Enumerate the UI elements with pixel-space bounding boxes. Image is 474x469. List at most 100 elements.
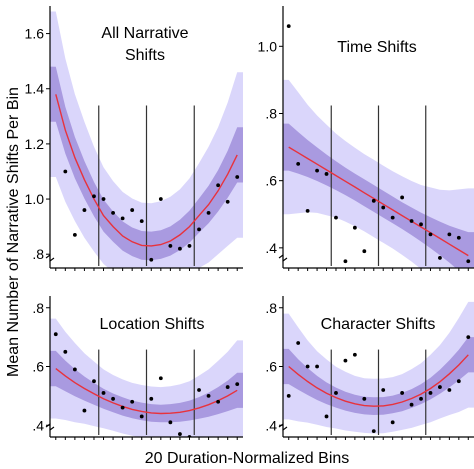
figure-ylabel: Mean Number of Narrative Shifts Per Bin <box>5 87 22 377</box>
panels-layer: .8 1.0 1.2 1.4 1.6 All Narrative Shifts .4 .6 .8 1… <box>25 1 474 440</box>
panel-title: Time Shifts <box>337 39 416 56</box>
fit-line <box>55 94 238 247</box>
data-point <box>120 216 125 221</box>
data-point <box>352 352 357 357</box>
data-point <box>149 257 154 262</box>
data-point <box>158 376 163 381</box>
data-point <box>390 215 395 220</box>
data-point <box>409 402 414 407</box>
data-point <box>197 227 201 232</box>
data-point <box>111 396 115 401</box>
data-point <box>139 219 144 224</box>
data-point <box>158 197 163 201</box>
y-tick-label: 1.0 <box>25 191 45 207</box>
data-point <box>54 1 58 5</box>
data-point <box>82 208 87 212</box>
data-point <box>334 391 338 395</box>
data-point <box>63 349 68 354</box>
data-point <box>305 364 310 369</box>
y-tick-label: .4 <box>265 240 277 256</box>
panel-4: .4 .6 .8 Character Shifts <box>265 296 474 440</box>
y-tick-label: 1.0 <box>258 38 278 54</box>
data-point <box>456 379 461 384</box>
axis-break-mark <box>278 253 288 263</box>
data-point <box>390 420 395 425</box>
data-point <box>466 335 471 340</box>
data-point <box>419 222 423 227</box>
data-point <box>187 244 192 248</box>
panel-title: Location Shifts <box>100 316 205 333</box>
data-point <box>139 414 144 419</box>
data-point <box>178 432 182 436</box>
data-point <box>216 399 221 404</box>
axis-break-mark <box>45 253 55 263</box>
data-point <box>409 219 414 223</box>
data-point <box>101 197 106 201</box>
y-tick-label: .4 <box>32 417 44 433</box>
data-point <box>447 232 452 237</box>
panel-title: Shifts <box>125 47 165 64</box>
plot-area <box>283 24 474 268</box>
data-point <box>428 232 433 237</box>
panel-title: Character Shifts <box>321 316 436 333</box>
data-point <box>428 391 433 395</box>
data-point <box>438 256 442 260</box>
data-point <box>352 225 357 230</box>
data-point <box>371 429 376 434</box>
data-point <box>72 367 77 372</box>
data-point <box>206 393 211 398</box>
data-point <box>197 388 201 392</box>
data-point <box>400 391 405 395</box>
data-point <box>235 175 240 179</box>
data-point <box>315 168 319 173</box>
fit-line <box>55 368 238 415</box>
data-point <box>324 172 329 176</box>
data-point <box>286 24 291 29</box>
data-point <box>53 332 58 337</box>
data-point <box>456 235 461 240</box>
data-point <box>324 414 329 419</box>
y-tick-label: 1.4 <box>25 81 45 97</box>
y-tick-label: .6 <box>265 359 277 375</box>
data-point <box>419 396 423 401</box>
data-point <box>447 388 452 392</box>
data-point <box>63 169 68 174</box>
data-point <box>101 391 106 395</box>
data-point <box>225 385 230 389</box>
data-point <box>120 405 125 410</box>
fit-line <box>288 146 469 257</box>
data-point <box>381 205 386 210</box>
data-point <box>168 244 173 248</box>
data-point <box>72 233 77 237</box>
plot-area <box>283 301 474 435</box>
y-tick-label: .6 <box>32 359 44 375</box>
data-point <box>400 195 405 200</box>
plot-area <box>50 318 243 437</box>
panel-title: All Narrative <box>101 25 188 42</box>
data-point <box>466 259 471 264</box>
data-point <box>334 215 338 220</box>
data-point <box>178 246 182 251</box>
data-point <box>225 199 230 204</box>
panel-3: .4 .6 .8 Location Shifts <box>32 296 243 440</box>
data-point <box>82 408 87 413</box>
y-tick-label: .8 <box>265 105 277 121</box>
data-point <box>362 249 367 254</box>
data-point <box>92 194 96 199</box>
data-point <box>343 259 348 264</box>
data-point <box>305 208 310 213</box>
data-point <box>438 385 442 389</box>
panel-1: .8 1.0 1.2 1.4 1.6 All Narrative Shifts <box>25 1 243 271</box>
data-point <box>362 396 367 401</box>
panel-2: .4 .6 .8 1.0 Time Shifts <box>258 6 474 271</box>
plot-area <box>50 1 243 268</box>
figure-xlabel: 20 Duration-Normalized Bins <box>145 450 350 467</box>
y-tick-label: .8 <box>32 246 44 262</box>
y-tick-label: 1.6 <box>25 26 45 42</box>
data-point <box>168 420 173 425</box>
data-point <box>315 364 319 369</box>
data-point <box>381 388 386 392</box>
data-point <box>371 198 376 203</box>
data-point <box>111 210 115 215</box>
